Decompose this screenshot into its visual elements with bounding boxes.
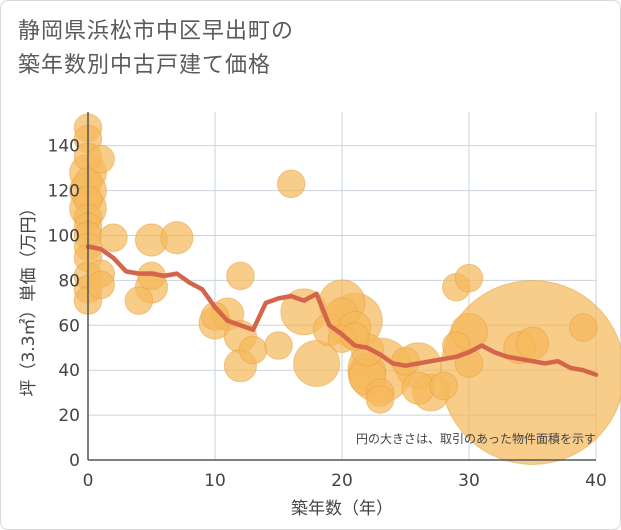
chart-title-line-2: 築年数別中古戸建て価格 xyxy=(18,53,272,78)
chart-title-line-1: 静岡県浜松市中区早出町の xyxy=(18,19,295,44)
y-tick-label: 140 xyxy=(48,137,80,157)
y-tick-label: 80 xyxy=(58,271,80,291)
x-tick-label: 30 xyxy=(458,471,480,491)
y-tick-label: 0 xyxy=(69,451,80,471)
x-axis-label: 築年数（年） xyxy=(291,499,393,519)
trend-line-group xyxy=(85,244,599,377)
y-tick-label: 100 xyxy=(48,226,80,246)
y-tick-label: 60 xyxy=(58,316,80,336)
chart-title: 静岡県浜松市中区早出町の 築年数別中古戸建て価格 xyxy=(18,15,294,83)
bubble-point xyxy=(569,313,598,342)
bubble-point xyxy=(340,322,370,351)
bubble-point xyxy=(160,221,194,255)
bubble-point xyxy=(401,371,435,405)
bubble-point xyxy=(238,335,268,365)
bubble-point xyxy=(391,346,420,376)
bubble-point xyxy=(200,302,230,331)
y-tick-label: 20 xyxy=(58,406,80,426)
bubble-point xyxy=(124,286,154,315)
bubble-point xyxy=(276,169,306,199)
x-tick-label: 20 xyxy=(331,471,353,491)
bubble-point xyxy=(99,223,128,253)
x-tick-label: 40 xyxy=(585,471,607,491)
bubbles xyxy=(69,113,621,465)
x-tick-label: 10 xyxy=(204,471,226,491)
y-axis-label: 坪（3.3㎡）単価（万円） xyxy=(19,199,39,396)
bubble-point xyxy=(454,263,484,293)
trend-line xyxy=(85,244,599,377)
bubble-point xyxy=(429,371,458,401)
axes: 0 10 20 30 40 0 20 40 60 80 100 120 140 xyxy=(48,112,607,491)
y-tick-label: 120 xyxy=(48,182,80,202)
bubble-point xyxy=(86,144,115,174)
bubble-size-note: 円の大きさは、取引のあった物件面積を示す xyxy=(356,431,596,446)
bubble-point xyxy=(226,261,255,291)
y-tick-label: 40 xyxy=(58,361,80,381)
bubble-point xyxy=(365,385,395,414)
bubble-point xyxy=(515,326,550,360)
x-tick-label: 0 xyxy=(83,471,94,491)
bubble-point xyxy=(264,331,293,360)
bubble-point xyxy=(86,270,115,300)
